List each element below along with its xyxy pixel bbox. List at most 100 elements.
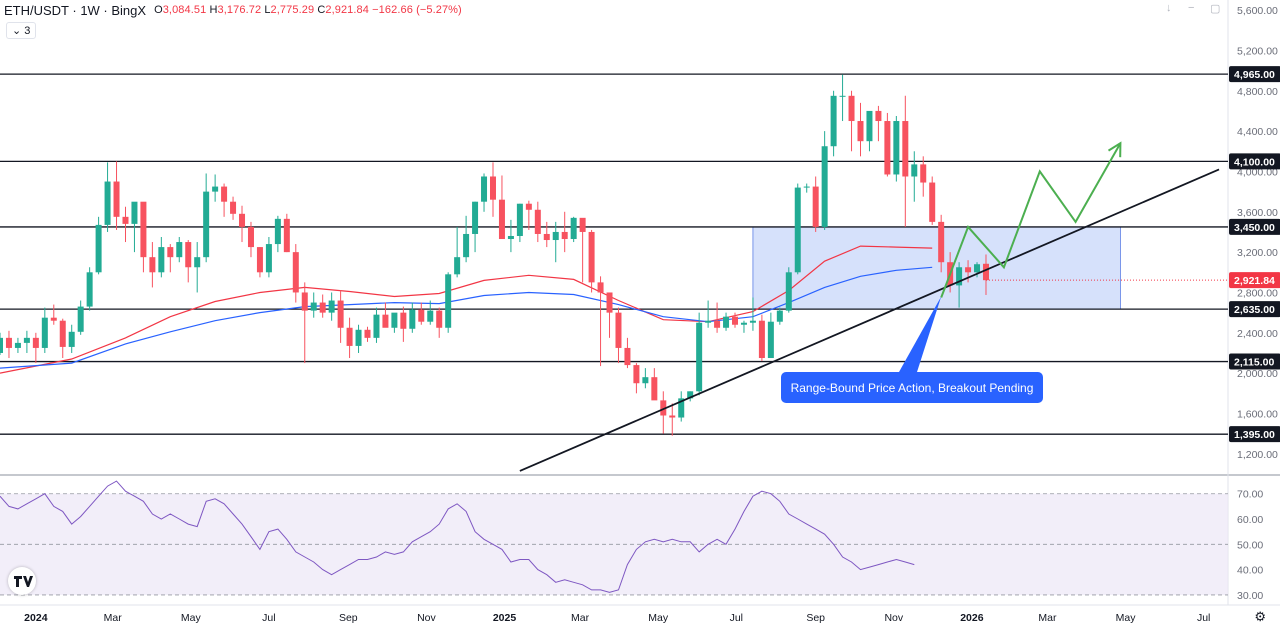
price-tick-label: 4,000.00	[1237, 166, 1278, 178]
candle-body	[355, 329, 362, 346]
candle-body	[606, 292, 613, 313]
price-tick-label: 2,800.00	[1237, 287, 1278, 299]
candle-body	[247, 226, 254, 248]
level-price-label: 2,115.00	[1234, 357, 1274, 369]
symbol-title[interactable]: ETH/USDT · 1W · BingX	[4, 2, 147, 18]
candle-body	[714, 320, 721, 328]
rsi-tick-label: 60.00	[1237, 514, 1263, 526]
range-box	[752, 226, 1121, 310]
time-tick-label: Nov	[884, 612, 903, 623]
candle-body	[310, 302, 317, 311]
candle-body	[561, 231, 568, 240]
change-value: −162.66 (−5.27%)	[372, 4, 462, 16]
level-price-label: 2,635.00	[1234, 304, 1275, 316]
level-price-label: 1,395.00	[1234, 429, 1275, 441]
rsi-tick-label: 50.00	[1237, 539, 1263, 551]
level-price-label: 4,100.00	[1234, 156, 1275, 168]
candle-body	[965, 267, 972, 273]
high-value: 3,176.72	[217, 4, 262, 16]
candle-body	[400, 312, 407, 329]
candle-body	[463, 233, 470, 258]
candle-body	[113, 181, 120, 217]
maximize-icon[interactable]: ▢	[1210, 3, 1221, 15]
candle-body	[848, 95, 855, 122]
candle-body	[373, 314, 380, 338]
time-tick-label: Jul	[730, 612, 743, 623]
candle-body	[239, 213, 246, 227]
close-value: 2,921.84	[325, 4, 369, 16]
price-tick-label: 4,400.00	[1237, 126, 1278, 138]
time-tick-label: Sep	[339, 612, 358, 623]
candle-body	[911, 164, 918, 177]
candle-body	[14, 342, 21, 348]
gear-icon[interactable]: ⚙	[1254, 609, 1266, 624]
candle-body	[346, 327, 353, 346]
level-price-tag	[1229, 153, 1280, 170]
level-price-tag	[1229, 301, 1280, 318]
time-tick-label: Sep	[806, 612, 825, 623]
time-tick-label: 2026	[960, 612, 984, 623]
price-tick-label: 2,400.00	[1237, 328, 1278, 340]
candle-body	[543, 233, 550, 241]
candle-body	[418, 309, 425, 322]
tradingview-logo-icon[interactable]	[8, 567, 36, 595]
candle-body	[23, 337, 30, 343]
candle-body	[68, 331, 75, 347]
candle-body	[902, 121, 909, 177]
candle-body	[776, 310, 783, 322]
arrow-down-icon[interactable]: ↓	[1166, 2, 1172, 14]
annotation-pointer	[899, 296, 942, 372]
candle-body	[857, 121, 864, 142]
candle-body	[337, 300, 344, 328]
candle-body	[705, 320, 712, 323]
candle-body	[95, 224, 102, 273]
candle-body	[445, 274, 452, 328]
minimize-icon[interactable]: −	[1188, 2, 1195, 14]
candle-body	[803, 186, 810, 188]
rsi-tick-label: 30.00	[1237, 590, 1263, 602]
candle-body	[660, 400, 667, 416]
candle-body	[203, 191, 210, 258]
candle-body	[274, 218, 281, 245]
candle-body	[579, 217, 586, 232]
rsi-line	[0, 480, 915, 593]
time-tick-label: Mar	[571, 612, 590, 623]
price-tick-label: 3,600.00	[1237, 207, 1278, 219]
candle-body	[839, 95, 846, 97]
time-tick-label: 2025	[493, 612, 517, 623]
candle-body	[158, 247, 165, 273]
candle-body	[588, 231, 595, 283]
chevron-down-icon: ⌄	[12, 25, 22, 37]
low-value: 2,775.29	[270, 4, 315, 16]
candle-body	[929, 182, 936, 222]
price-tick-label: 5,600.00	[1237, 5, 1278, 17]
candle-body	[77, 306, 84, 332]
candle-body	[687, 391, 694, 399]
price-tick-label: 1,600.00	[1237, 408, 1278, 420]
time-tick-label: May	[181, 612, 202, 623]
level-price-tag	[1229, 218, 1280, 235]
candle-body	[301, 292, 308, 311]
level-price-label: 3,450.00	[1234, 222, 1275, 234]
time-tick-label: Nov	[417, 612, 436, 623]
candle-body	[982, 263, 989, 281]
candle-body	[507, 235, 514, 240]
candle-body	[884, 121, 891, 175]
projection-path	[940, 142, 1122, 298]
projection-arrowhead	[1107, 141, 1122, 158]
level-price-tag	[1229, 66, 1280, 83]
candle-body	[454, 257, 461, 275]
candle-body	[256, 247, 263, 273]
last-price-tag	[1229, 272, 1280, 289]
time-tick-label: 2024	[24, 612, 48, 623]
indicators-toggle-button[interactable]: ⌄ 3	[6, 22, 37, 39]
candle-body	[59, 320, 66, 347]
candle-body	[920, 164, 927, 183]
level-price-tag	[1229, 353, 1280, 370]
annotation-box	[781, 372, 1043, 403]
candle-body	[866, 110, 873, 142]
price-tick-label: 3,200.00	[1237, 247, 1278, 259]
candle-body	[516, 203, 523, 236]
candle-body	[230, 201, 237, 214]
